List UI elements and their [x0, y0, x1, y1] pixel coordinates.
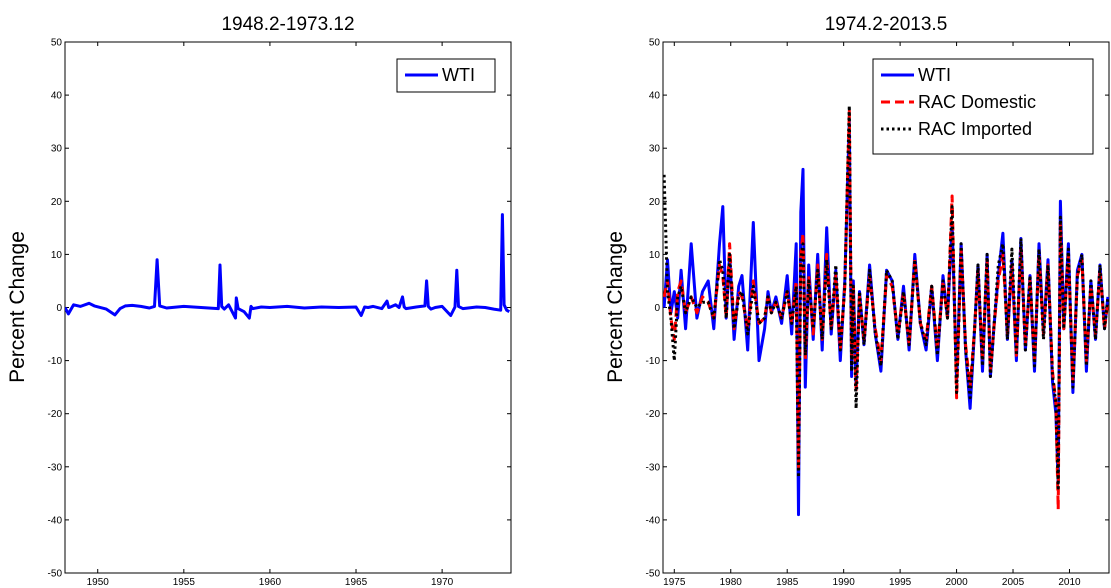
- legend-label: WTI: [918, 65, 951, 85]
- y-tick-label: -40: [48, 515, 63, 526]
- x-tick-label: 1985: [776, 577, 799, 588]
- y-tick-label: 20: [649, 197, 661, 208]
- y-axis-label: Percent Change: [6, 231, 29, 383]
- y-tick-label: 20: [51, 197, 63, 208]
- y-tick-label: 10: [649, 250, 661, 261]
- chart-panel-left: 1948.2-1973.12 Percent Change -50-40-30-…: [6, 14, 512, 588]
- y-tick-label: 30: [51, 144, 63, 155]
- x-tick-label: 1950: [87, 577, 110, 588]
- legend-label: WTI: [442, 65, 475, 85]
- y-tick-label: 40: [649, 91, 661, 102]
- legend-label: RAC Domestic: [918, 92, 1036, 112]
- legend: WTI RAC Domestic RAC Imported: [872, 58, 1094, 155]
- series-layer: [663, 104, 1109, 517]
- legend-label: RAC Imported: [918, 119, 1032, 139]
- y-axis-label: Percent Change: [604, 231, 627, 383]
- y-tick-label: -40: [646, 515, 661, 526]
- x-tick-label: 2000: [945, 577, 968, 588]
- axis-ticks: -50 -40 -30 -20 -10 0 10 20 30 40 50 1975 1980 1985 19…: [646, 38, 1109, 588]
- y-tick-label: -50: [48, 569, 63, 580]
- series-line-wti: [65, 213, 511, 320]
- x-tick-label: 2005: [1002, 577, 1025, 588]
- x-tick-label: 1990: [833, 577, 856, 588]
- y-tick-label: 10: [51, 250, 63, 261]
- y-tick-label: -20: [646, 409, 661, 420]
- y-tick-label: 50: [51, 38, 63, 49]
- y-tick-label: 50: [649, 38, 661, 49]
- chart-title: 1948.2-1973.12: [221, 14, 354, 35]
- series-layer: [65, 213, 511, 320]
- x-tick-label: 1960: [259, 577, 282, 588]
- y-tick-label: 30: [649, 144, 661, 155]
- legend: WTI: [396, 58, 496, 93]
- y-tick-label: 0: [654, 303, 660, 314]
- x-tick-label: 1975: [663, 577, 686, 588]
- x-tick-label: 1965: [345, 577, 368, 588]
- y-tick-label: -30: [646, 462, 661, 473]
- y-tick-label: -30: [48, 462, 63, 473]
- x-tick-label: 1980: [720, 577, 743, 588]
- y-tick-label: 40: [51, 91, 63, 102]
- y-tick-label: 0: [56, 303, 62, 314]
- x-tick-label: 1970: [431, 577, 454, 588]
- x-tick-label: 1955: [173, 577, 196, 588]
- y-tick-label: -50: [646, 569, 661, 580]
- y-tick-label: -20: [48, 409, 63, 420]
- x-tick-label: 1995: [889, 577, 912, 588]
- y-tick-label: -10: [48, 356, 63, 367]
- x-tick-label: 2010: [1058, 577, 1081, 588]
- chart-panel-right: 1974.2-2013.5 Percent Change -50 -40 -30 -2…: [604, 14, 1110, 588]
- chart-title: 1974.2-2013.5: [825, 14, 948, 35]
- axis-ticks: -50 -40 -30 -20 -10 0 10 20 30 40 50 1950 1955 1960 19…: [48, 38, 511, 588]
- y-tick-label: -10: [646, 356, 661, 367]
- series-line-rac-imported: [663, 104, 1109, 490]
